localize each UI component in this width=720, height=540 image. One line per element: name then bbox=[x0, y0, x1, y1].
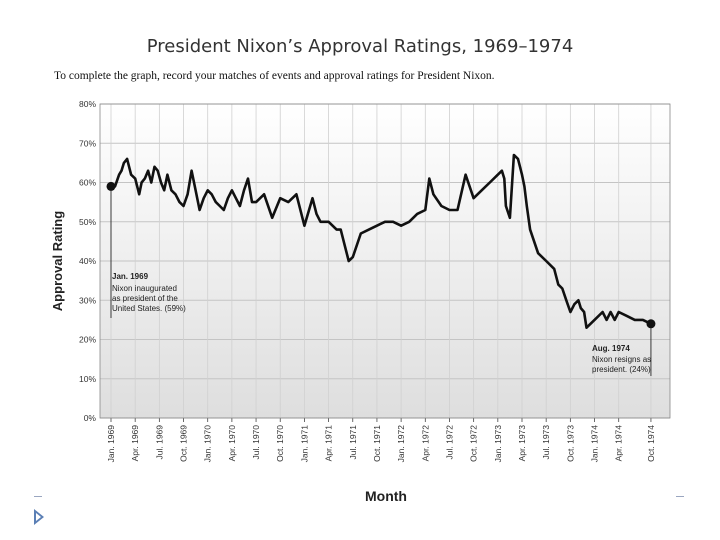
x-tick-label: Jan. 1970 bbox=[203, 425, 213, 463]
x-tick-label: Apr. 1973 bbox=[517, 425, 527, 462]
x-tick-label: Oct. 1972 bbox=[469, 425, 479, 462]
annotation-jan-line: United States. (59%) bbox=[112, 304, 186, 313]
x-tick-label: Jul. 1970 bbox=[251, 425, 261, 460]
annotation-jan-title: Jan. 1969 bbox=[112, 272, 149, 281]
x-tick-label: Oct. 1971 bbox=[372, 425, 382, 462]
annotation-jan-line: Nixon inaugurated bbox=[112, 284, 177, 293]
slide-arrow-inner-icon bbox=[36, 513, 41, 521]
x-tick-label: Apr. 1969 bbox=[130, 425, 140, 462]
annotation-jan-line: as president of the bbox=[112, 294, 178, 303]
annotation-aug-title: Aug. 1974 bbox=[592, 344, 630, 353]
y-tick-label: 10% bbox=[79, 374, 96, 384]
x-tick-label: Jul. 1969 bbox=[154, 425, 164, 460]
y-tick-label: 30% bbox=[79, 295, 96, 305]
chart-title: President Nixon’s Approval Ratings, 1969… bbox=[146, 36, 574, 57]
x-tick-label: Oct. 1973 bbox=[565, 425, 575, 462]
annotation-aug-line: Nixon resigns as bbox=[592, 355, 651, 364]
x-tick-label: Oct. 1969 bbox=[179, 425, 189, 462]
x-tick-label: Jan. 1969 bbox=[106, 425, 116, 463]
x-tick-label: Apr. 1970 bbox=[227, 425, 237, 462]
x-tick-label: Oct. 1970 bbox=[275, 425, 285, 462]
x-tick-label: Jan. 1972 bbox=[396, 425, 406, 463]
x-tick-label: Jul. 1971 bbox=[348, 425, 358, 460]
y-tick-label: 80% bbox=[79, 99, 96, 109]
x-tick-label: Jan. 1971 bbox=[299, 425, 309, 463]
annotation-aug-1974: Aug. 1974 Nixon resigns as president. (2… bbox=[592, 344, 651, 374]
x-tick-label: Jan. 1974 bbox=[590, 425, 600, 463]
x-tick-label: Jul. 1972 bbox=[444, 425, 454, 460]
x-tick-label: Apr. 1974 bbox=[614, 425, 624, 462]
x-tick-label: Oct. 1974 bbox=[646, 425, 656, 462]
y-tick-label: 40% bbox=[79, 256, 96, 266]
y-tick-label: 20% bbox=[79, 335, 96, 345]
y-axis-label: Approval Rating bbox=[50, 211, 65, 311]
decorative-dash bbox=[34, 496, 42, 497]
chart-instructions: To complete the graph, record your match… bbox=[54, 70, 495, 82]
plot-frame bbox=[99, 103, 671, 419]
decorative-dash bbox=[676, 496, 684, 497]
x-tick-label: Apr. 1971 bbox=[324, 425, 334, 462]
y-tick-label: 70% bbox=[79, 138, 96, 148]
y-tick-label: 50% bbox=[79, 217, 96, 227]
y-tick-label: 0% bbox=[84, 413, 97, 423]
annotation-jan-1969: Jan. 1969 Nixon inaugurated as president… bbox=[112, 272, 186, 313]
approval-line bbox=[111, 153, 652, 329]
x-tick-label: Jul. 1973 bbox=[541, 425, 551, 460]
annotation-aug-line: president. (24%) bbox=[592, 365, 651, 374]
y-tick-label: 60% bbox=[79, 178, 96, 188]
x-tick-label: Apr. 1972 bbox=[420, 425, 430, 462]
x-tick-label: Jan. 1973 bbox=[493, 425, 503, 463]
x-axis-label: Month bbox=[365, 488, 407, 504]
